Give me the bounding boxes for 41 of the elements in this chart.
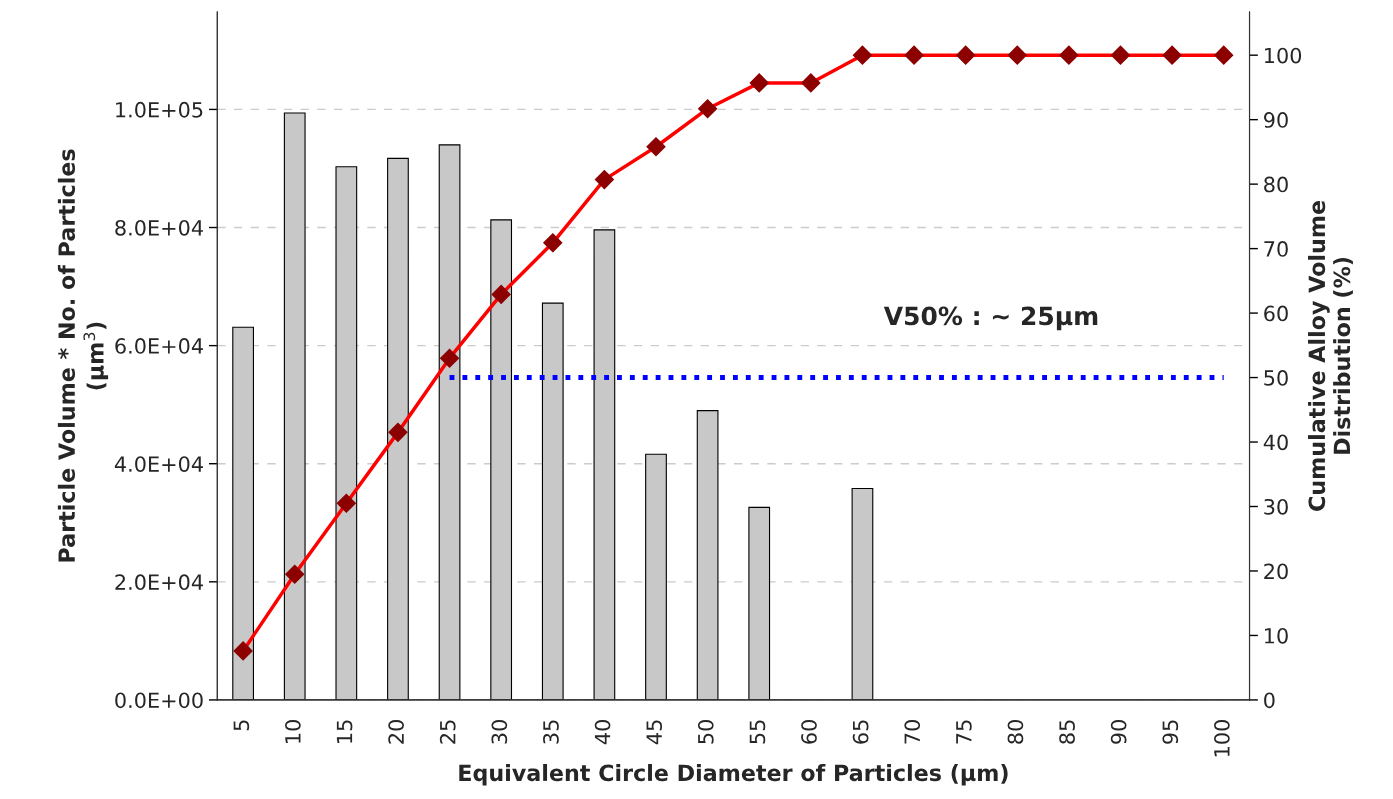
y-tick-label: 6.0E+04 xyxy=(115,338,203,354)
x-tick-label: 10 xyxy=(285,720,301,743)
x-tick-label: 40 xyxy=(594,720,611,745)
y2-tick-label: 0 xyxy=(1264,692,1275,709)
y2-tick-label: 10 xyxy=(1265,627,1288,644)
y2-tick-label: 60 xyxy=(1264,305,1288,322)
y2-tick-label: 40 xyxy=(1263,434,1288,451)
x-tick-label: 45 xyxy=(646,720,663,745)
y2-tick-label: 30 xyxy=(1264,498,1288,515)
y-axis-title: Particle Volume * No. of Particles (µm$^{3}$) xyxy=(57,149,109,562)
y-tick-label: 8.0E+04 xyxy=(115,219,203,236)
y-tick-label: 0.0E+00 xyxy=(115,692,203,709)
x-tick-label: 85 xyxy=(1059,720,1075,744)
x-tick-label: 5 xyxy=(233,720,250,731)
y2-tick-label: 70 xyxy=(1264,241,1288,257)
x-tick-label: 35 xyxy=(543,720,559,744)
x-tick-label: 100 xyxy=(1214,720,1230,757)
x-tick-label: 25 xyxy=(439,720,456,744)
x-tick-label: 55 xyxy=(749,720,766,744)
x-tick-label: 20 xyxy=(388,720,404,744)
y2-tick-label: 20 xyxy=(1264,563,1288,580)
x-tick-label: 30 xyxy=(491,720,508,744)
x-tick-label: 65 xyxy=(852,720,869,744)
x-axis-title: Equivalent Circle Diameter of Particles (µm) xyxy=(459,764,1008,786)
y2-axis-title: Cumulative Alloy Volume Distribution (%) xyxy=(1308,200,1353,511)
x-tick-label: 70 xyxy=(904,720,921,744)
x-tick-label: 95 xyxy=(1162,720,1179,744)
annotation: V50% : ~ 25µm xyxy=(883,306,1098,331)
y2-tick-label: 50 xyxy=(1264,370,1288,386)
y2-tick-label: 100 xyxy=(1265,47,1302,64)
y2-tick-label: 80 xyxy=(1264,176,1288,193)
x-tick-label: 75 xyxy=(956,720,972,744)
y-tick-label: 1.0E+05 xyxy=(116,101,203,118)
x-tick-label: 15 xyxy=(336,720,353,743)
y2-tick-label: 90 xyxy=(1264,112,1288,128)
x-tick-label: 50 xyxy=(697,720,714,744)
y-tick-label: 2.0E+04 xyxy=(115,574,203,591)
x-tick-label: 60 xyxy=(801,720,817,744)
y-tick-label: 4.0E+04 xyxy=(114,456,203,472)
x-tick-label: 90 xyxy=(1110,720,1127,744)
x-tick-label: 80 xyxy=(1007,720,1024,744)
